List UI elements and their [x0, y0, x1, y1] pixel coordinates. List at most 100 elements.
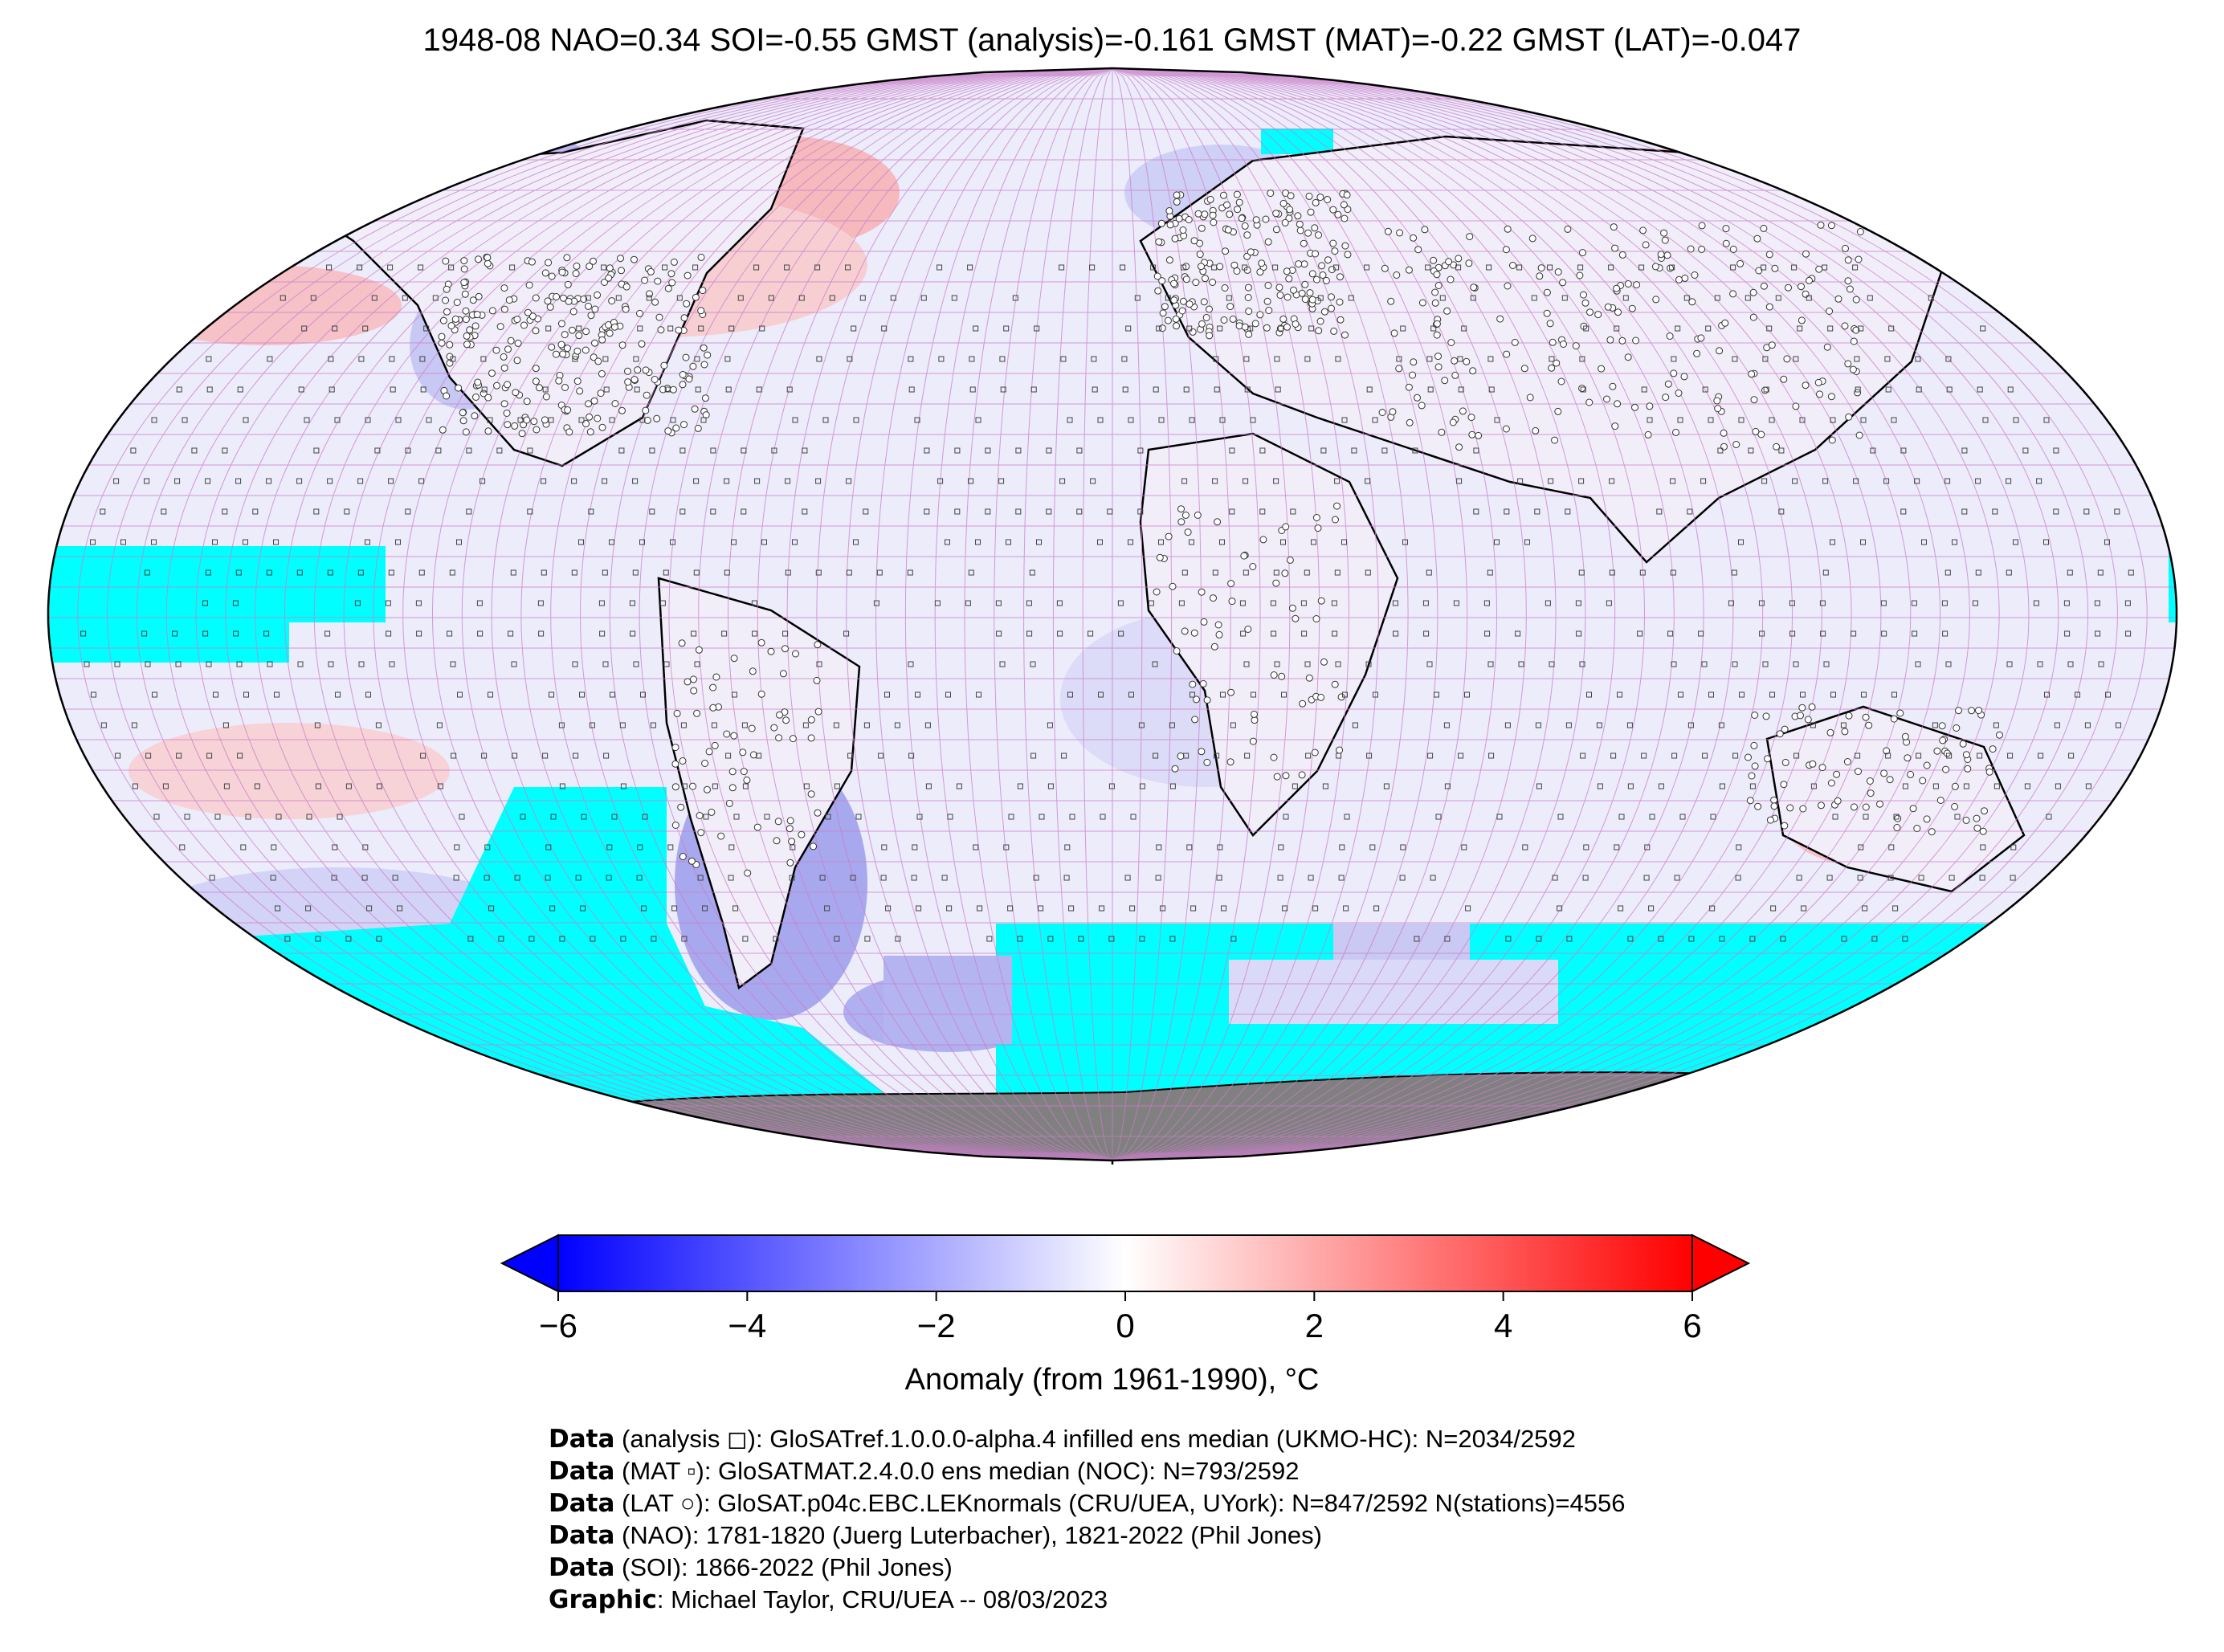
analysis-cell-marker: [741, 722, 748, 728]
analysis-cell-marker: [1017, 936, 1023, 942]
station-marker: [1220, 191, 1227, 199]
analysis-cell-marker: [480, 356, 487, 362]
station-marker: [1865, 721, 1873, 729]
analysis-cell-marker: [571, 478, 577, 484]
station-marker: [1752, 427, 1760, 435]
station-marker: [1883, 747, 1891, 755]
analysis-cell-marker: [1916, 386, 1922, 393]
analysis-cell-marker: [834, 783, 840, 789]
station-marker: [1405, 383, 1413, 391]
analysis-cell-marker: [733, 814, 740, 820]
analysis-cell-marker: [222, 508, 228, 515]
station-marker: [622, 305, 630, 313]
analysis-cell-marker: [829, 295, 835, 301]
meridian-line: [1112, 68, 1438, 1161]
station-marker: [471, 322, 479, 330]
analysis-cell-marker: [803, 783, 810, 789]
station-marker: [1842, 244, 1849, 252]
station-marker: [1190, 629, 1198, 637]
station-marker: [475, 255, 482, 263]
station-marker: [1557, 377, 1565, 385]
analysis-cell-marker: [459, 814, 465, 820]
station-marker: [641, 276, 649, 284]
station-marker: [1431, 288, 1439, 296]
analysis-cell-marker: [1304, 661, 1311, 667]
station-marker: [1308, 296, 1316, 304]
station-marker: [1206, 305, 1213, 313]
analysis-cell-marker: [545, 875, 551, 881]
analysis-cell-marker: [1912, 630, 1918, 637]
meridian-line: [1112, 68, 2148, 1161]
analysis-cell-marker: [967, 264, 973, 271]
station-marker: [1202, 314, 1210, 321]
analysis-cell-marker: [878, 753, 884, 759]
station-marker: [541, 416, 549, 424]
station-marker: [1311, 224, 1319, 232]
meridian-line: [1112, 68, 1912, 1161]
analysis-cell-marker: [1982, 417, 1989, 423]
analysis-cell-marker: [1565, 722, 1572, 728]
analysis-cell-marker: [1057, 630, 1063, 637]
analysis-cell-marker: [1902, 783, 1908, 789]
station-marker: [679, 371, 687, 378]
analysis-cell-marker: [1717, 447, 1724, 454]
station-marker: [617, 255, 624, 263]
station-marker: [1245, 308, 1253, 316]
analysis-cell-marker: [1064, 844, 1071, 850]
station-marker: [500, 305, 508, 313]
station-marker: [712, 673, 720, 681]
analysis-cell-marker: [1061, 753, 1067, 759]
station-marker: [573, 347, 582, 355]
station-marker: [1955, 707, 1962, 715]
analysis-cell-marker: [1679, 814, 1686, 820]
analysis-cell-marker: [1047, 936, 1054, 942]
station-marker: [1298, 771, 1306, 779]
analysis-cell-marker: [589, 722, 595, 728]
analysis-cell-marker: [937, 264, 943, 271]
station-marker: [1300, 260, 1308, 268]
analysis-cell-marker: [357, 478, 364, 484]
analysis-cell-marker: [1610, 753, 1617, 759]
station-marker: [1331, 247, 1339, 255]
station-marker: [1244, 294, 1252, 301]
station-marker: [1153, 588, 1161, 596]
analysis-cell-marker: [1749, 783, 1756, 789]
station-marker: [1680, 373, 1688, 381]
station-marker: [1504, 225, 1512, 233]
credit-line-analysis: Data (analysis ◻): GloSATref.1.0.0.0-alp…: [549, 1425, 1576, 1454]
station-marker: [1528, 235, 1536, 243]
station-marker: [453, 299, 461, 306]
station-marker: [692, 293, 700, 301]
analysis-cell-marker: [1778, 447, 1785, 454]
station-marker: [1953, 724, 1961, 732]
station-marker: [1192, 279, 1200, 287]
analysis-cell-marker: [945, 539, 950, 545]
analysis-cell-marker: [1638, 264, 1645, 271]
analysis-cell-marker: [1597, 783, 1603, 789]
analysis-cell-marker: [1851, 630, 1857, 637]
colorbar-tick-label: 6: [1683, 1307, 1702, 1344]
station-marker: [1414, 394, 1421, 402]
meridian-line: [1112, 68, 1822, 1161]
analysis-cell-marker: [1730, 264, 1736, 271]
analysis-cell-marker: [914, 417, 920, 423]
station-marker: [555, 377, 563, 385]
station-marker: [1923, 761, 1931, 769]
station-marker: [1633, 281, 1641, 289]
analysis-cell-marker: [1565, 508, 1571, 515]
analysis-cell-marker: [1641, 753, 1647, 759]
analysis-cell-marker: [392, 875, 398, 881]
station-marker: [1939, 736, 1947, 744]
analysis-cell-marker: [335, 691, 341, 698]
analysis-cell-marker: [815, 569, 822, 576]
analysis-cell-marker: [1156, 844, 1162, 850]
analysis-cell-marker: [742, 783, 749, 789]
analysis-cell-marker: [1439, 295, 1446, 301]
analysis-cell-marker: [2125, 630, 2132, 637]
analysis-cell-marker: [761, 539, 767, 545]
station-marker: [1283, 267, 1291, 275]
station-marker: [1693, 349, 1701, 357]
analysis-cell-marker: [237, 386, 243, 393]
analysis-cell-marker: [1015, 447, 1022, 454]
analysis-cell-marker: [1150, 264, 1157, 271]
